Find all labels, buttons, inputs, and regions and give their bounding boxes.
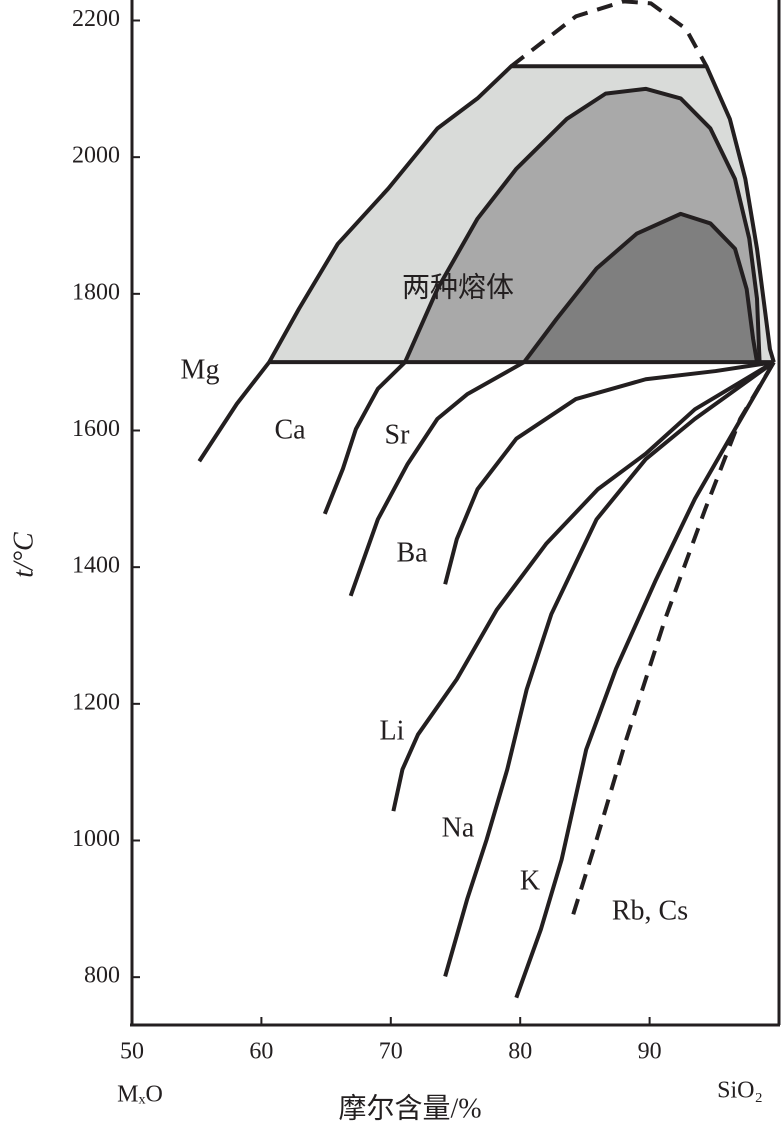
curve-label: Rb, Cs <box>612 895 688 926</box>
y-tick-label: 2000 <box>72 143 120 169</box>
y-tick-label: 800 <box>84 963 120 989</box>
y-tick-label: 2200 <box>72 6 120 32</box>
curve-label: K <box>520 865 540 896</box>
curve-label: Sr <box>385 419 411 450</box>
x-tick-label: 60 <box>249 1039 273 1065</box>
curves <box>197 0 776 999</box>
liquidus-curve <box>197 64 776 463</box>
y-tick-label: 1800 <box>72 279 120 305</box>
y-tick-label: 1000 <box>72 826 120 852</box>
liquidus-curve <box>322 86 762 515</box>
curve-label: Na <box>442 812 475 843</box>
liquidus-curve <box>443 360 775 978</box>
two-liquid-region <box>524 213 758 363</box>
region-label: 两种熔体 <box>402 271 514 303</box>
liquidus-curve <box>571 361 776 915</box>
liquidus-curve <box>509 0 709 68</box>
curve-label: Ca <box>274 414 306 445</box>
curve-label: Mg <box>181 354 220 385</box>
x-tick-label: 70 <box>379 1039 403 1065</box>
x-axis-title: 摩尔含量/% <box>338 1092 481 1124</box>
y-tick-label: 1200 <box>72 689 120 715</box>
liquidus-curve <box>514 361 776 999</box>
liquidus-curve <box>348 211 759 597</box>
x-tick-label: 90 <box>638 1039 662 1065</box>
y-axis-title: t/°C <box>8 532 39 578</box>
x-left-label: MₓO <box>117 1082 163 1108</box>
x-tick-label: 80 <box>508 1039 532 1065</box>
fills <box>269 66 774 363</box>
y-tick-label: 1400 <box>72 553 120 579</box>
liquidus-curve <box>391 360 775 812</box>
curve-label: Ba <box>396 537 428 568</box>
y-tick-label: 1600 <box>72 416 120 442</box>
curve-label: Li <box>380 715 405 746</box>
x-tick-label: 50 <box>120 1039 144 1065</box>
liquidus-curve <box>443 360 775 585</box>
x-right-label: SiO₂ <box>717 1078 763 1104</box>
